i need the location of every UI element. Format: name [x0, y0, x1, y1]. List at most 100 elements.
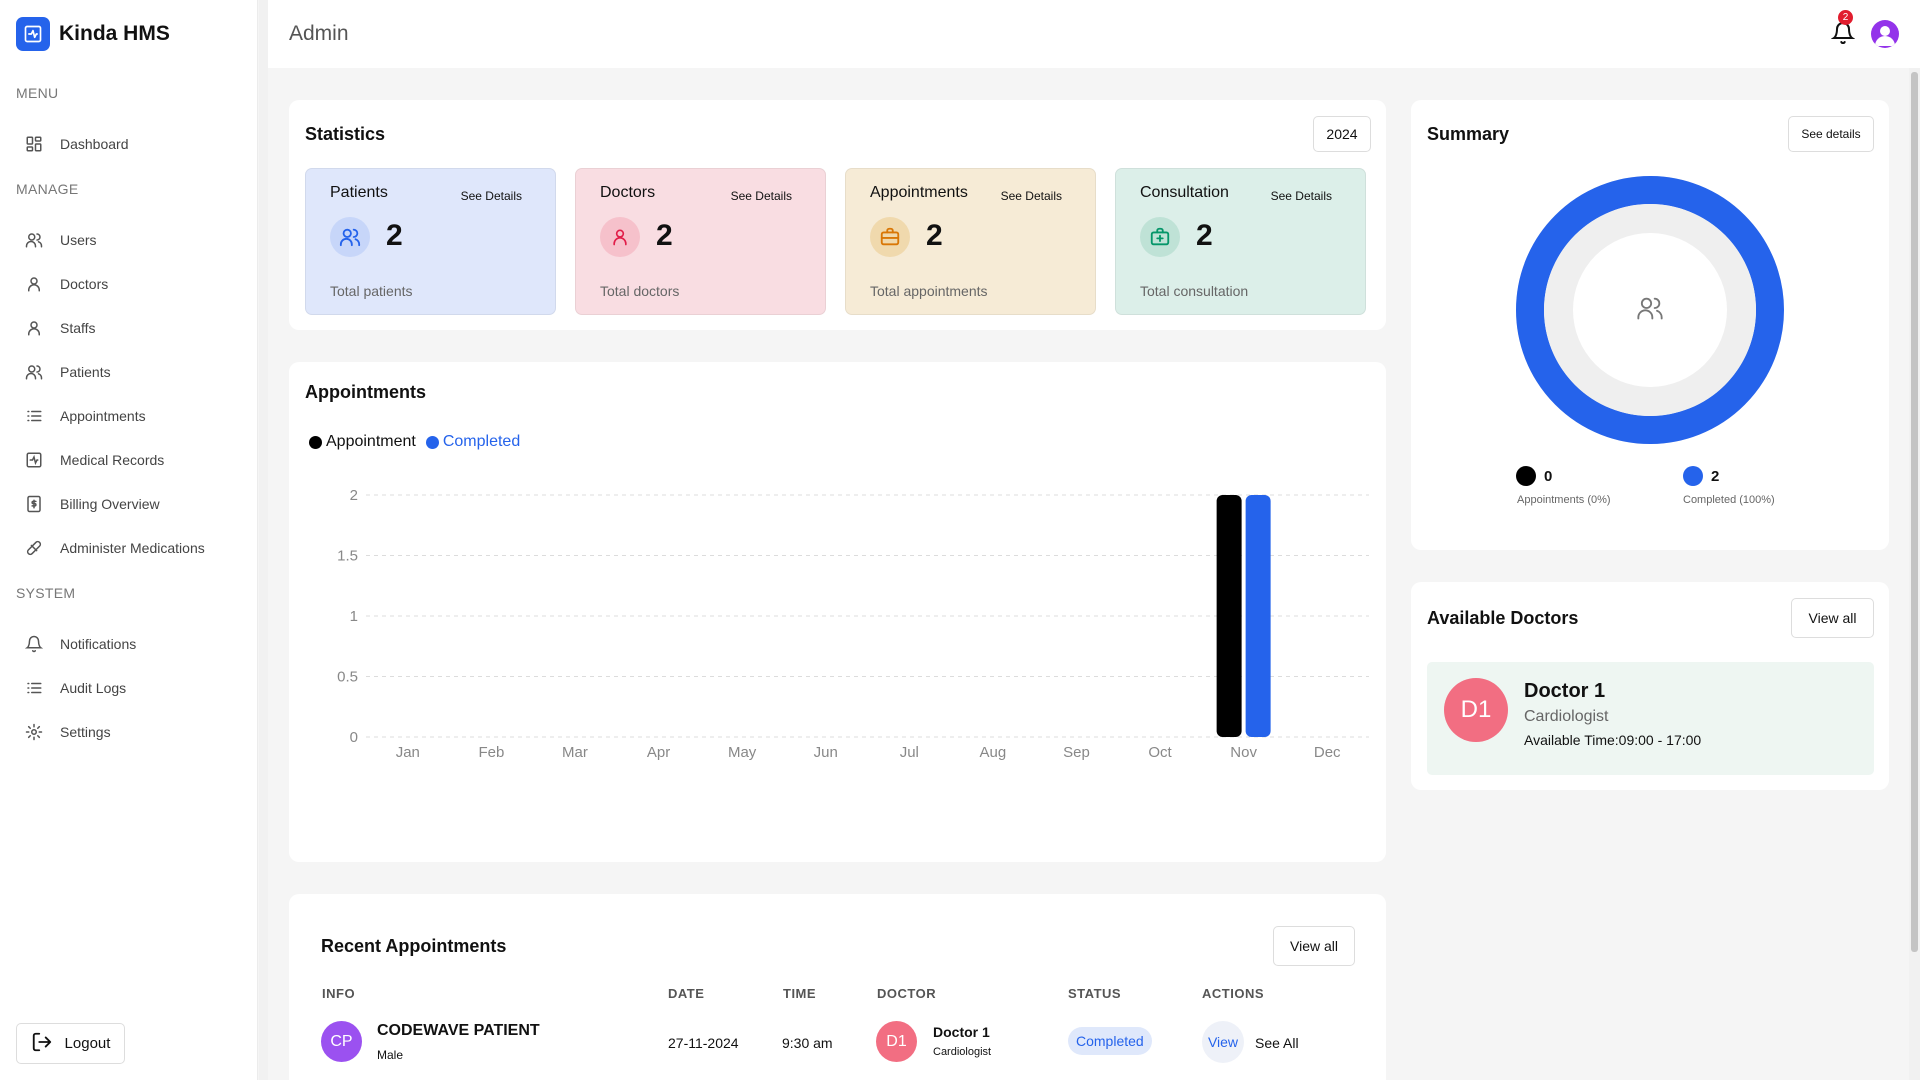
sidebar-item-label: Dashboard: [60, 136, 129, 152]
user-icon: [24, 274, 44, 294]
sidebar-item-notifications[interactable]: Notifications: [24, 634, 136, 654]
x-tick-label: Oct: [1148, 744, 1172, 761]
user-icon: [600, 217, 640, 257]
see-details-link[interactable]: See Details: [1000, 189, 1062, 203]
column-header-doctor: DOCTOR: [877, 986, 937, 1001]
stat-subtitle: Total consultation: [1140, 283, 1249, 299]
legend-item-completed[interactable]: Completed: [425, 433, 520, 451]
stat-subtitle: Total patients: [330, 283, 413, 299]
view-button[interactable]: View: [1202, 1021, 1244, 1063]
donut-center: [1573, 233, 1727, 387]
stat-card-consultation[interactable]: Consultation See Details 2 Total consult…: [1115, 168, 1366, 315]
main-scrollbar[interactable]: [1909, 68, 1920, 1080]
see-details-link[interactable]: See Details: [1270, 189, 1332, 203]
pill-icon: [24, 538, 44, 558]
x-tick-label: Mar: [562, 744, 588, 761]
sidebar-item-label: Patients: [60, 364, 111, 380]
notification-badge: 2: [1838, 10, 1853, 25]
sidebar-item-label: Audit Logs: [60, 680, 127, 696]
legend-item-appointment[interactable]: Appointment: [309, 433, 416, 451]
y-tick-label: 1: [350, 608, 358, 625]
doctor-avatar: D1: [1444, 678, 1508, 742]
year-selector[interactable]: 2024: [1313, 116, 1371, 152]
summary-label: Completed (100%): [1683, 494, 1775, 506]
summary-card: Summary See details 0 Appointments (0%) …: [1411, 100, 1889, 550]
summary-stat-appointments: 0: [1516, 466, 1552, 486]
summary-value: 2: [1711, 467, 1720, 485]
sidebar-item-administer-medications[interactable]: Administer Medications: [24, 538, 205, 558]
sidebar-item-label: Administer Medications: [60, 540, 205, 556]
y-tick-label: 1.5: [337, 548, 358, 565]
legend-label: Appointment: [326, 433, 416, 450]
x-tick-label: Feb: [478, 744, 504, 761]
section-label-manage: MANAGE: [16, 181, 79, 197]
y-tick-label: 2: [350, 487, 358, 504]
x-tick-label: Jul: [900, 744, 919, 761]
scrollbar-thumb[interactable]: [1911, 72, 1918, 952]
patient-gender: Male: [377, 1048, 404, 1062]
sidebar-item-label: Doctors: [60, 276, 109, 292]
avatar[interactable]: [1871, 20, 1899, 48]
logout-label: Logout: [64, 1035, 111, 1052]
bar-appointment: [1216, 495, 1242, 737]
sidebar-item-medical-records[interactable]: Medical Records: [24, 450, 164, 470]
list-icon: [24, 678, 44, 698]
sidebar-item-staffs[interactable]: Staffs: [24, 318, 96, 338]
sidebar-scrollbar[interactable]: [259, 0, 268, 1080]
sidebar-item-audit-logs[interactable]: Audit Logs: [24, 678, 126, 698]
donut-arc-completed: [1516, 176, 1784, 444]
stat-card-doctors[interactable]: Doctors See Details 2 Total doctors: [575, 168, 826, 315]
x-tick-label: Jun: [814, 744, 838, 761]
appointment-time: 9:30 am: [782, 1035, 833, 1051]
users-icon: [330, 217, 370, 257]
see-details-link[interactable]: See Details: [730, 189, 792, 203]
column-header-actions: ACTIONS: [1202, 986, 1264, 1001]
section-label-system: SYSTEM: [16, 585, 76, 601]
sidebar-item-label: Billing Overview: [60, 496, 160, 512]
summary-title: Summary: [1427, 124, 1510, 144]
x-tick-label: Apr: [647, 744, 670, 761]
x-tick-label: Aug: [980, 744, 1007, 761]
sidebar: Kinda HMS MENU Dashboard MANAGE Users Do…: [0, 0, 258, 1080]
column-header-time: TIME: [783, 986, 817, 1001]
sidebar-item-doctors[interactable]: Doctors: [24, 274, 108, 294]
view-all-appointments-button[interactable]: View all: [1273, 926, 1355, 966]
x-tick-label: May: [728, 744, 757, 761]
sidebar-item-users[interactable]: Users: [24, 230, 97, 250]
sidebar-item-appointments[interactable]: Appointments: [24, 406, 146, 426]
stat-value: 2: [386, 219, 403, 252]
chart-legend: Appointment Completed: [309, 433, 520, 451]
see-all-link[interactable]: See All: [1255, 1035, 1299, 1051]
doctor-availability: Available Time:09:00 - 17:00: [1524, 732, 1702, 748]
legend-swatch: [309, 435, 322, 449]
brand-name: Kinda HMS: [59, 22, 170, 45]
x-tick-label: Jan: [396, 744, 420, 761]
stat-value: 2: [926, 219, 943, 252]
sidebar-item-dashboard[interactable]: Dashboard: [24, 134, 129, 154]
sidebar-item-settings[interactable]: Settings: [24, 722, 111, 742]
sidebar-item-label: Appointments: [60, 408, 146, 424]
doctor-card[interactable]: D1 Doctor 1 Cardiologist Available Time:…: [1427, 662, 1874, 775]
top-header: Admin 2: [268, 0, 1920, 68]
logout-button[interactable]: Logout: [16, 1023, 125, 1064]
billing-icon: [24, 494, 44, 514]
sidebar-item-billing-overview[interactable]: Billing Overview: [24, 494, 160, 514]
see-details-button[interactable]: See details: [1788, 116, 1874, 152]
appointments-chart-card: Appointments: [289, 362, 1386, 862]
doctor-specialty: Cardiologist: [1524, 708, 1609, 725]
summary-swatch: [1683, 466, 1703, 486]
see-details-link[interactable]: See Details: [460, 189, 522, 203]
user-icon: [24, 318, 44, 338]
grid-icon: [24, 134, 44, 154]
legend-swatch: [425, 435, 439, 449]
sidebar-item-label: Users: [60, 232, 97, 248]
view-all-doctors-button[interactable]: View all: [1791, 598, 1874, 638]
stat-card-appointments[interactable]: Appointments See Details 2 Total appoint…: [845, 168, 1096, 315]
doctor-name: Doctor 1: [933, 1024, 990, 1040]
list-icon: [24, 406, 44, 426]
medical-logo-icon: [16, 17, 50, 51]
sidebar-item-patients[interactable]: Patients: [24, 362, 111, 382]
brand[interactable]: Kinda HMS: [16, 17, 170, 51]
medical-kit-icon: [1140, 217, 1180, 257]
stat-card-patients[interactable]: Patients See Details 2 Total patients: [305, 168, 556, 315]
